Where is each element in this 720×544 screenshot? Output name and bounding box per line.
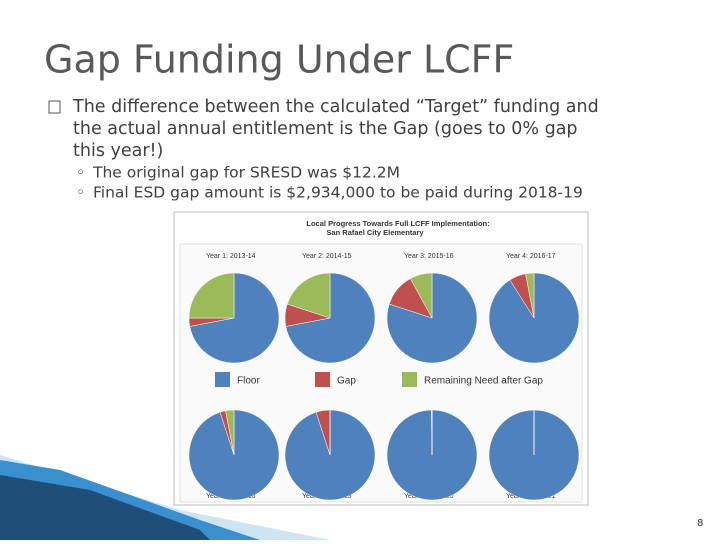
pie-slice bbox=[225, 409, 235, 456]
bullet-line: The difference between the calculated “T… bbox=[72, 97, 599, 117]
pie-slice bbox=[189, 272, 280, 364]
bullet-line: the actual annual entitlement is the Gap… bbox=[73, 119, 578, 139]
figure-subtitle: San Rafael City Elementary bbox=[326, 228, 424, 237]
pie-slice bbox=[409, 272, 433, 319]
legend-swatch bbox=[315, 372, 330, 387]
legend-swatch bbox=[215, 372, 230, 387]
sub-bullet: The original gap for SRESD was $12.2M bbox=[92, 164, 400, 182]
page-number: 8 bbox=[697, 518, 703, 529]
decoration bbox=[0, 475, 210, 540]
pie-title: Year 1: 2013-14 bbox=[206, 253, 256, 260]
pie-slice bbox=[285, 272, 376, 364]
pie-title: Year 2: 2014-15 bbox=[302, 253, 352, 260]
figure-title: Local Progress Towards Full LCFF Impleme… bbox=[306, 219, 489, 228]
bullet-line: this year!) bbox=[73, 141, 163, 161]
legend-label: Remaining Need after Gap bbox=[424, 376, 543, 387]
pie-title: Year 3: 2015-16 bbox=[404, 253, 454, 260]
pie-slice bbox=[188, 272, 235, 319]
sub-bullet-icon: ◦ bbox=[76, 164, 85, 182]
pie-slice bbox=[525, 272, 535, 319]
pie-title: Year 4: 2016-17 bbox=[506, 253, 556, 260]
sub-bullet: Final ESD gap amount is $2,934,000 to be… bbox=[93, 184, 583, 202]
slide-title: Gap Funding Under LCFF bbox=[44, 38, 514, 82]
bullet-icon bbox=[48, 100, 61, 114]
pie-slice bbox=[286, 272, 331, 319]
legend-label: Floor bbox=[237, 376, 260, 387]
legend-label: Gap bbox=[337, 376, 356, 387]
sub-bullet-icon: ◦ bbox=[76, 184, 85, 202]
legend-swatch bbox=[402, 372, 417, 387]
